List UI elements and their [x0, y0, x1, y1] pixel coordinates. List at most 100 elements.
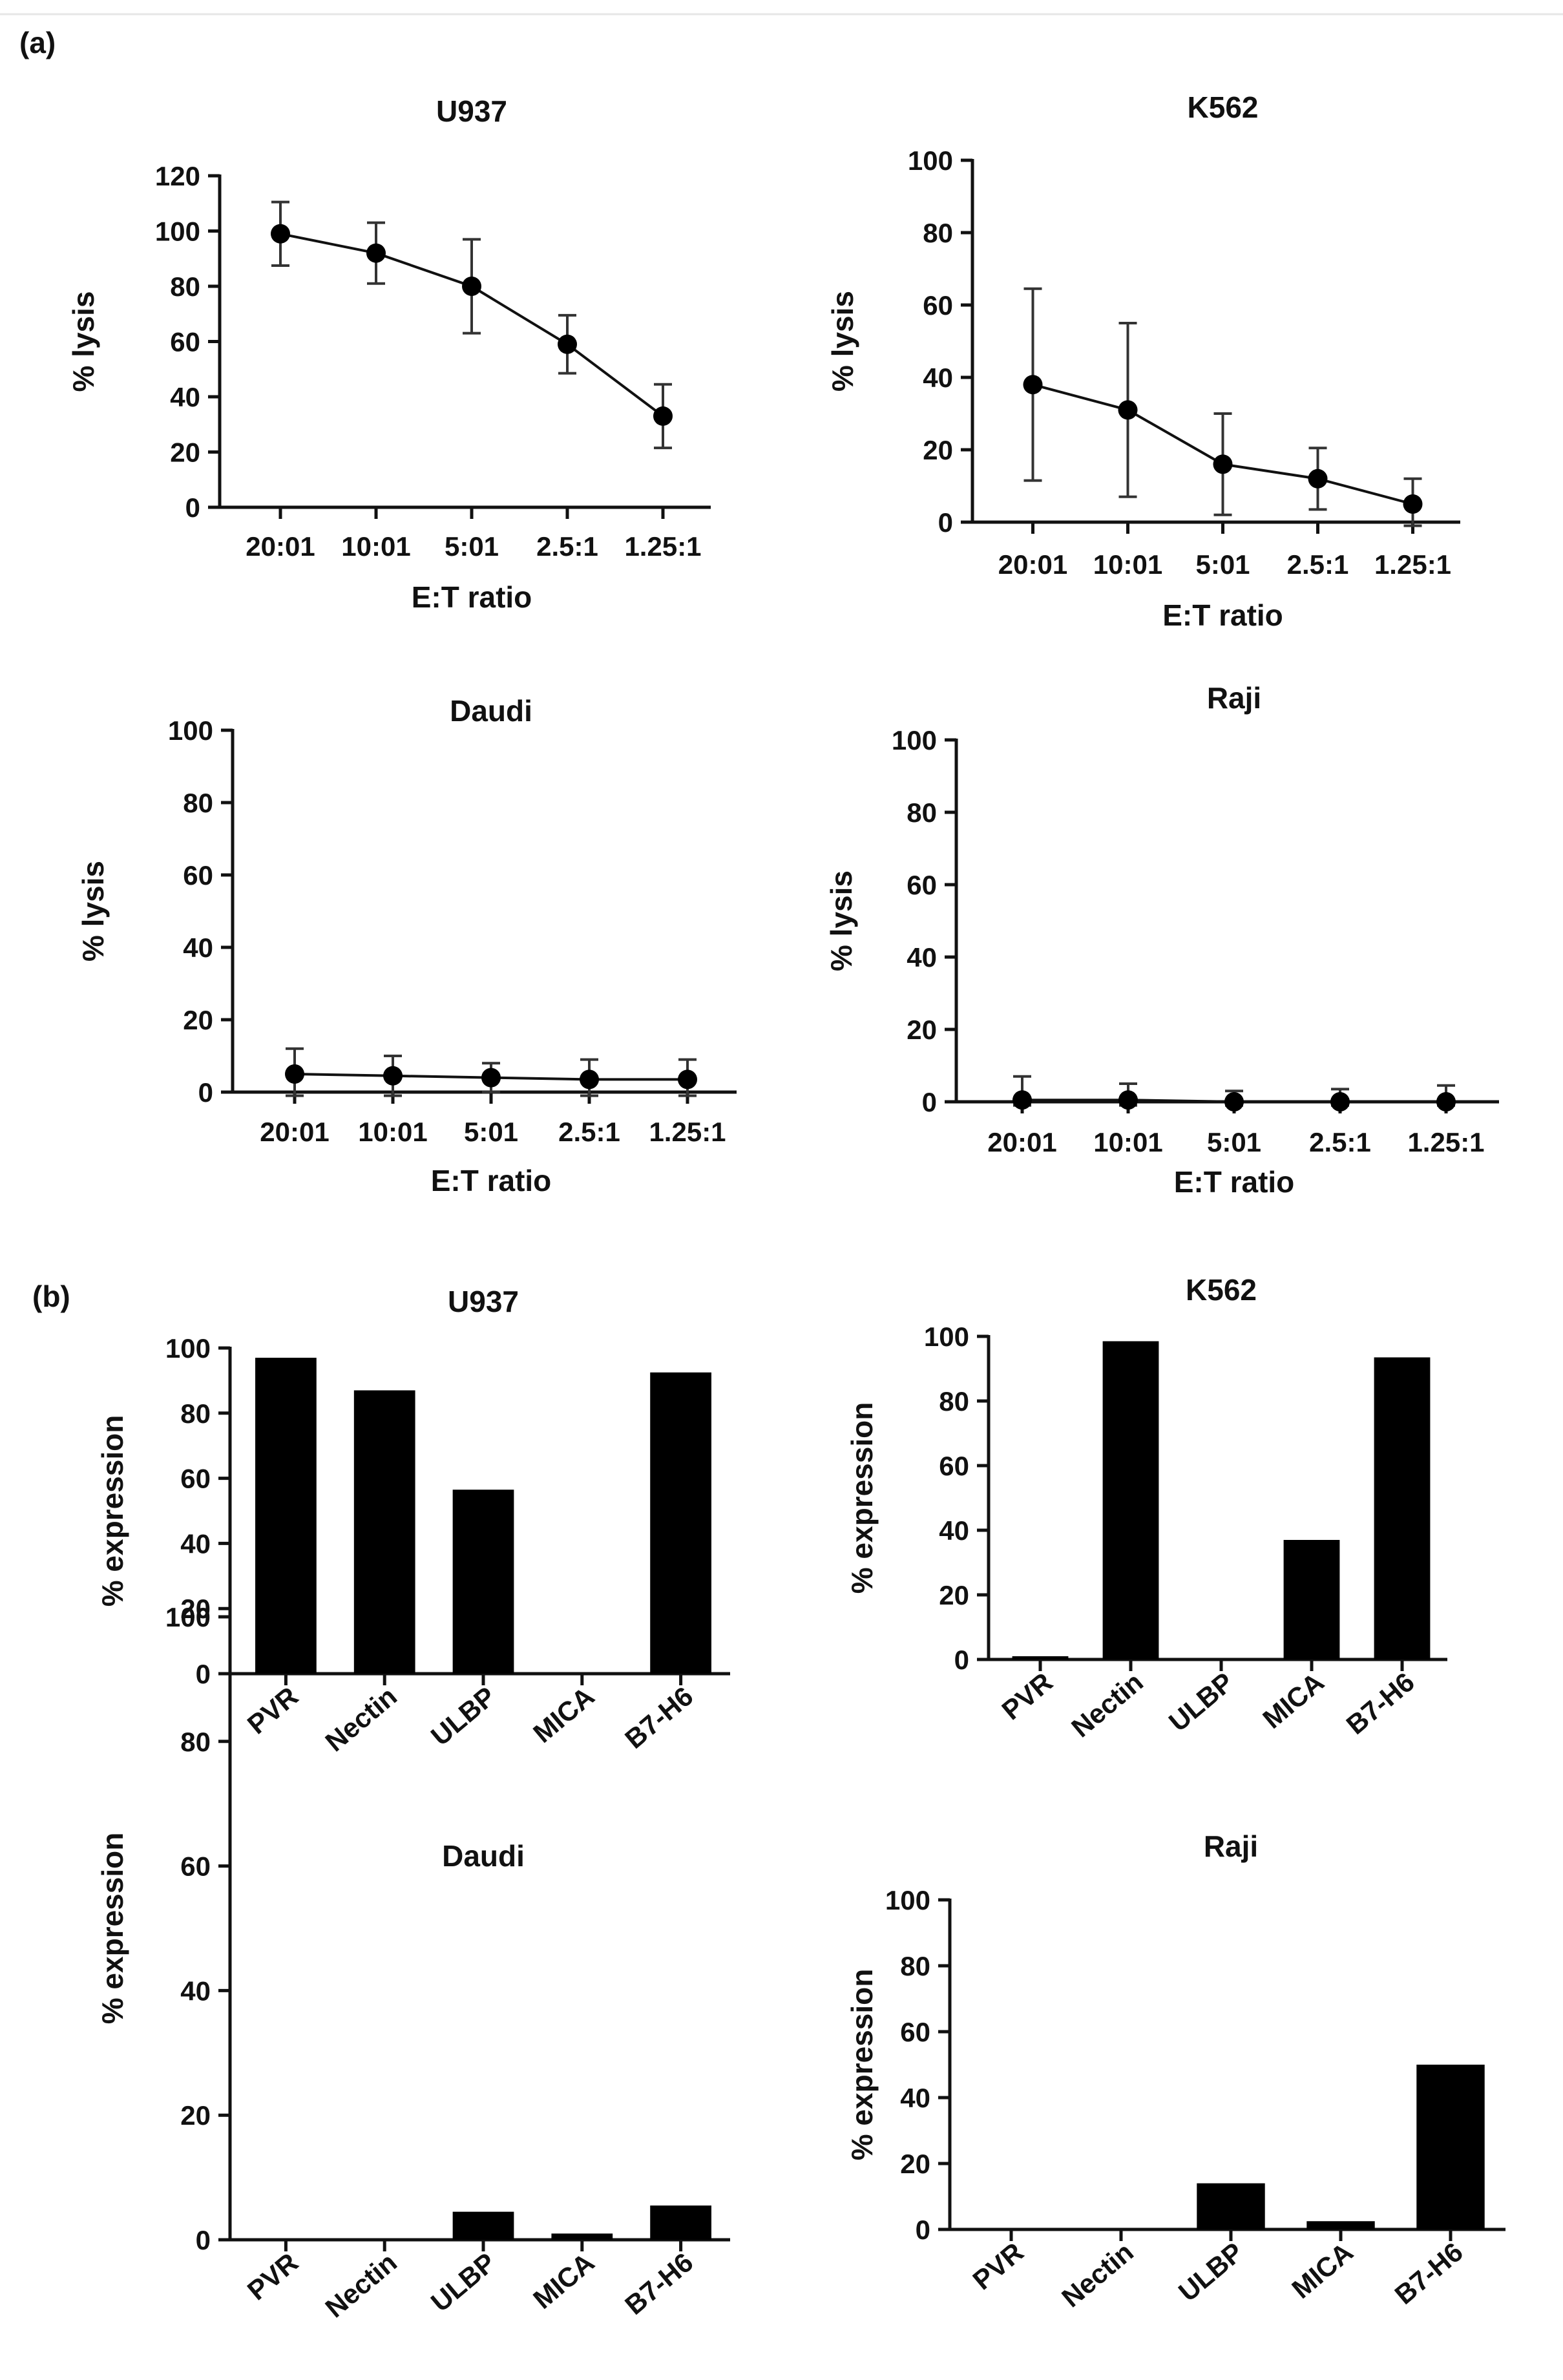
y-tick-label: 40 — [923, 363, 953, 393]
data-point — [1213, 454, 1233, 474]
x-tick-label: Nectin — [1056, 2237, 1139, 2313]
x-tick-label: ULBP — [425, 1681, 501, 1752]
y-axis-label: % lysis — [824, 870, 858, 971]
x-tick-label: 2.5:1 — [1309, 1127, 1371, 1157]
y-tick-label: 0 — [185, 492, 200, 523]
x-tick-label: Nectin — [1065, 1667, 1149, 1743]
y-tick-label: 60 — [907, 870, 937, 900]
y-tick-label: 80 — [900, 1951, 930, 1981]
y-tick-label: 80 — [170, 271, 200, 302]
y-tick-label: 0 — [938, 507, 953, 538]
x-tick-label: 20:01 — [998, 549, 1067, 580]
data-point — [1012, 1090, 1032, 1110]
chart-title: Raji — [1207, 681, 1261, 715]
bar — [1306, 2221, 1375, 2229]
y-tick-label: 60 — [180, 1464, 211, 1494]
x-tick-label: B7-H6 — [1341, 1667, 1420, 1740]
x-tick-label: 10:01 — [358, 1117, 427, 1147]
x-tick-label: PVR — [996, 1667, 1058, 1726]
y-tick-label: 0 — [198, 1077, 213, 1108]
bar — [1416, 2065, 1485, 2229]
bar — [1012, 1656, 1069, 1659]
y-tick-label: 40 — [183, 932, 213, 963]
y-tick-label: 20 — [180, 2100, 211, 2131]
x-tick-label: 10:01 — [341, 531, 410, 562]
chart-3-line: Raji 0 20 40 60 80 100 % lysis 20:01 10:01 5:01 2.5… — [824, 681, 1499, 1199]
x-tick-label: PVR — [242, 1681, 304, 1740]
x-tick-label: 1.25:1 — [1374, 549, 1451, 580]
x-tick-label: 20:01 — [987, 1127, 1056, 1157]
panel-label-b: (b) — [32, 1280, 70, 1313]
y-axis-label: % expression — [845, 1402, 879, 1594]
data-point — [1118, 1090, 1138, 1110]
x-tick-label: 2.5:1 — [1287, 549, 1349, 580]
x-tick-label: 5:01 — [1195, 549, 1250, 580]
x-tick-label: MICA — [527, 1681, 600, 1749]
y-tick-label: 40 — [180, 1975, 211, 2006]
x-axis-label: E:T ratio — [1174, 1165, 1295, 1199]
chart-6-bar: Daudi 0 20 40 60 80 100 % expression PVR Nectin UL… — [96, 1602, 730, 2323]
y-axis-label: % lysis — [826, 291, 859, 392]
chart-2-line: Daudi 0 20 40 60 80 100 % lysis 20:01 10:01 5:01 2.… — [76, 694, 737, 1197]
data-point — [481, 1068, 501, 1088]
y-tick-label: 40 — [900, 2083, 930, 2113]
data-point — [383, 1066, 403, 1086]
x-tick-label: 5:01 — [445, 531, 499, 562]
x-tick-label: MICA — [527, 2247, 600, 2315]
y-tick-label: 80 — [939, 1386, 969, 1416]
chart-4-bar: U937 0 20 40 60 80 100 % expression PVR Nectin ULB… — [96, 1285, 730, 1757]
x-tick-label: MICA — [1257, 1667, 1329, 1734]
x-tick-label: B7-H6 — [619, 1681, 698, 1754]
y-tick-label: 60 — [923, 290, 953, 321]
y-axis-label: % expression — [96, 1415, 129, 1607]
y-tick-label: 20 — [180, 1594, 211, 1624]
y-tick-label: 40 — [170, 382, 200, 412]
bar — [650, 2205, 711, 2240]
data-point — [1330, 1092, 1350, 1111]
y-tick-label: 80 — [183, 788, 213, 818]
chart-7-bar: Raji 0 20 40 60 80 100 % expression PVR Nectin ULB… — [845, 1829, 1505, 2313]
x-tick-label: 2.5:1 — [558, 1117, 620, 1147]
data-point — [653, 406, 673, 426]
chart-title: K562 — [1186, 1273, 1257, 1307]
chart-title: K562 — [1188, 90, 1259, 124]
data-point — [1403, 494, 1423, 514]
x-tick-label: 2.5:1 — [536, 531, 598, 562]
y-tick-label: 0 — [196, 2225, 211, 2255]
chart-title: U937 — [448, 1285, 519, 1318]
y-tick-label: 100 — [165, 1333, 211, 1364]
y-tick-label: 60 — [939, 1451, 969, 1481]
data-point — [462, 277, 481, 296]
data-point — [285, 1064, 304, 1084]
y-tick-label: 20 — [923, 435, 953, 465]
bar — [1374, 1357, 1431, 1659]
bar — [1102, 1341, 1159, 1659]
y-tick-label: 0 — [922, 1087, 937, 1117]
x-tick-label: B7-H6 — [1389, 2237, 1469, 2310]
y-tick-label: 0 — [954, 1645, 969, 1675]
x-tick-label: ULBP — [1173, 2237, 1249, 2308]
x-tick-label: 5:01 — [1207, 1127, 1261, 1157]
y-tick-label: 0 — [196, 1659, 211, 1689]
data-point — [678, 1069, 697, 1090]
y-tick-label: 100 — [885, 1885, 930, 1915]
y-tick-label: 20 — [939, 1580, 969, 1610]
x-axis-label: E:T ratio — [1162, 598, 1283, 632]
y-tick-label: 60 — [900, 2017, 930, 2047]
y-tick-label: 40 — [939, 1515, 969, 1546]
data-point — [1436, 1092, 1456, 1111]
x-tick-label: PVR — [242, 2247, 304, 2306]
x-axis-label: E:T ratio — [431, 1164, 552, 1197]
data-point — [1308, 469, 1328, 489]
y-tick-label: 60 — [183, 860, 213, 890]
y-tick-label: 60 — [180, 1851, 211, 1882]
y-tick-label: 100 — [168, 715, 213, 746]
chart-0-line: U937 0 20 40 60 80 100 120 % lysis 20:01 10:01 5:01… — [67, 94, 711, 614]
x-tick-label: ULBP — [1163, 1667, 1239, 1738]
x-tick-label: 20:01 — [246, 531, 315, 562]
y-tick-label: 20 — [183, 1005, 213, 1035]
chart-title: Daudi — [450, 694, 532, 728]
y-tick-label: 120 — [155, 161, 200, 191]
bar — [1283, 1540, 1340, 1659]
